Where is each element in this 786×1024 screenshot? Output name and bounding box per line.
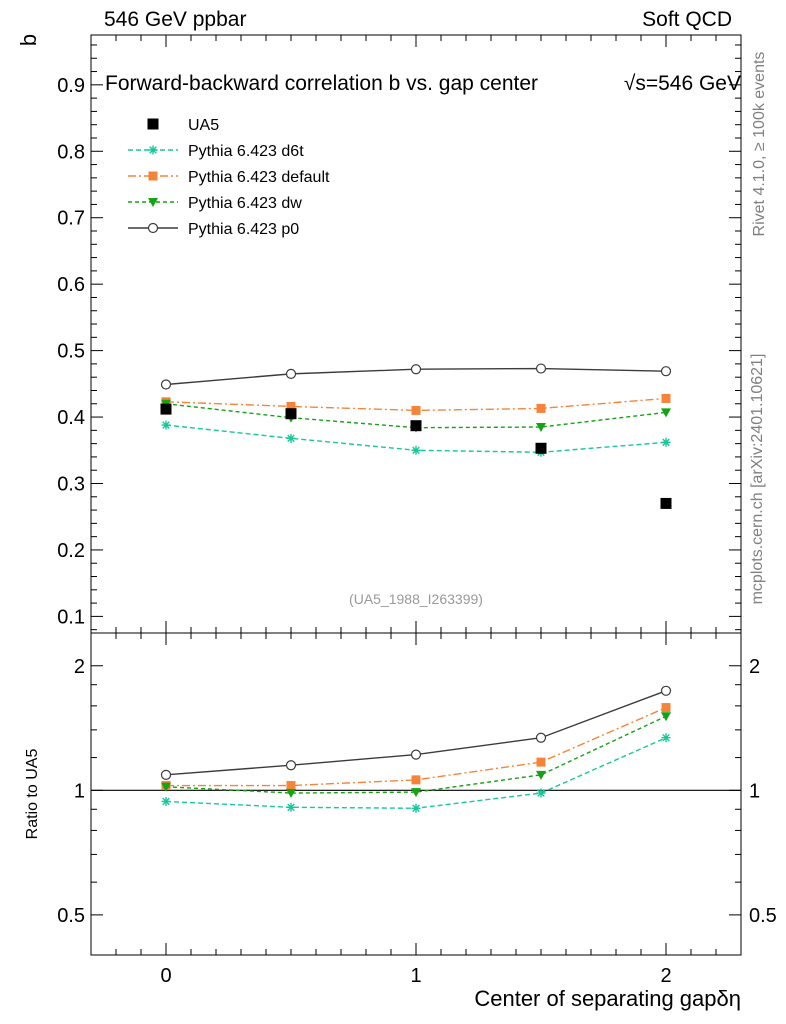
- data-point-ua5: [160, 403, 172, 415]
- ratio-point-pythia-6-423-d6t: [411, 803, 421, 813]
- legend-marker-ua5: [147, 118, 159, 130]
- chart-title: Forward-backward correlation b vs. gap c…: [105, 72, 538, 95]
- point-pythia-6-423-dw: [536, 423, 546, 433]
- legend-label-ua5: UA5: [188, 117, 219, 134]
- legend-label-pythia-6-423-p0: Pythia 6.423 p0: [188, 221, 299, 238]
- y-tick-label: 0.3: [57, 474, 85, 496]
- ratio-line-pythia-6-423-dw: [165, 715, 667, 794]
- ratio-point-pythia-6-423-dw: [661, 712, 671, 722]
- y-axis-label: b: [16, 34, 41, 46]
- ratio-point-pythia-6-423-p0: [160, 769, 172, 780]
- ratio-point-pythia-6-423-default: [661, 703, 671, 713]
- ratio-line-pythia-6-423-d6t: [165, 737, 667, 809]
- point-pythia-6-423-p0: [285, 368, 297, 379]
- y-tick-label: 0.6: [57, 274, 85, 296]
- ratio-point-pythia-6-423-p0: [535, 732, 547, 743]
- ratio-tick-label: 2: [74, 656, 85, 678]
- ratio-point-pythia-6-423-p0: [285, 760, 297, 771]
- point-pythia-6-423-p0: [535, 363, 547, 374]
- point-pythia-6-423-d6t: [286, 433, 296, 443]
- ratio-point-pythia-6-423-dw: [411, 788, 421, 798]
- ratio-point-pythia-6-423-d6t: [161, 796, 171, 806]
- legend-marker-pythia-6-423-dw: [148, 198, 158, 207]
- point-pythia-6-423-p0: [660, 366, 672, 377]
- ratio-tick-label: 0.5: [57, 905, 85, 927]
- ratio-tick-label: 1: [74, 780, 85, 802]
- ratio-tick-label-right: 2: [749, 656, 760, 678]
- ratio-point-pythia-6-423-d6t: [536, 788, 546, 798]
- rivet-label: Rivet 4.1.0, ≥ 100k events: [751, 51, 768, 237]
- header-process: 546 GeV ppbar: [104, 8, 247, 31]
- y-tick-label: 0.5: [57, 341, 85, 363]
- data-point-ua5: [660, 497, 672, 509]
- y-tick-label: 0.7: [57, 208, 85, 230]
- ratio-point-pythia-6-423-dw: [161, 782, 171, 792]
- energy-label: √s=546 GeV: [624, 72, 741, 95]
- point-pythia-6-423-d6t: [661, 437, 671, 447]
- point-pythia-6-423-default: [411, 405, 421, 415]
- point-pythia-6-423-p0: [160, 379, 172, 390]
- ratio-point-pythia-6-423-p0: [410, 749, 422, 760]
- ratio-point-pythia-6-423-dw: [536, 770, 546, 780]
- y-tick-label: 0.1: [57, 606, 85, 628]
- y-tick-label: 0.4: [57, 407, 85, 429]
- legend-label-pythia-6-423-dw: Pythia 6.423 dw: [188, 195, 302, 212]
- analysis-watermark: (UA5_1988_I263399): [349, 591, 483, 607]
- legend-marker-pythia-6-423-default: [148, 171, 158, 181]
- x-tick-label: 2: [660, 965, 671, 987]
- ratio-line-pythia-6-423-default: [166, 706, 667, 787]
- point-pythia-6-423-p0: [410, 364, 422, 375]
- x-tick-label: 1: [410, 965, 421, 987]
- ratio-tick-label-right: 0.5: [749, 905, 777, 927]
- ratio-point-pythia-6-423-p0: [660, 685, 672, 696]
- ratio-line-pythia-6-423-p0: [165, 690, 667, 776]
- header-category: Soft QCD: [642, 8, 732, 31]
- point-pythia-6-423-default: [286, 401, 296, 411]
- ratio-point-pythia-6-423-default: [411, 775, 421, 785]
- point-pythia-6-423-d6t: [411, 445, 421, 455]
- ratio-axis-label: Ratio to UA5: [24, 749, 41, 840]
- point-pythia-6-423-default: [661, 393, 671, 403]
- mcplots-label: mcplots.cern.ch [arXiv:2401.10621]: [749, 353, 766, 605]
- legend-label-pythia-6-423-default: Pythia 6.423 default: [188, 169, 330, 186]
- data-point-ua5: [535, 442, 547, 454]
- ratio-tick-label-right: 1: [749, 780, 760, 802]
- ratio-point-pythia-6-423-d6t: [661, 733, 671, 743]
- ratio-point-pythia-6-423-d6t: [286, 802, 296, 812]
- y-tick-label: 0.9: [57, 75, 85, 97]
- series-line-pythia-6-423-default: [165, 397, 667, 412]
- point-pythia-6-423-d6t: [161, 420, 171, 430]
- point-pythia-6-423-default: [536, 403, 546, 413]
- data-point-ua5: [410, 420, 422, 432]
- y-tick-label: 0.8: [57, 141, 85, 163]
- legend-marker-pythia-6-423-p0: [147, 222, 159, 234]
- legend-marker-pythia-6-423-d6t: [148, 145, 158, 155]
- x-tick-label: 0: [160, 965, 171, 987]
- y-tick-label: 0.2: [57, 540, 85, 562]
- x-axis-label: Center of separating gapδη: [474, 986, 741, 1011]
- ratio-point-pythia-6-423-default: [286, 781, 296, 791]
- point-pythia-6-423-dw: [661, 408, 671, 418]
- legend-label-pythia-6-423-d6t: Pythia 6.423 d6t: [188, 143, 304, 160]
- data-point-ua5: [285, 408, 297, 420]
- ratio-point-pythia-6-423-dw: [286, 789, 296, 799]
- ratio-point-pythia-6-423-default: [536, 757, 546, 767]
